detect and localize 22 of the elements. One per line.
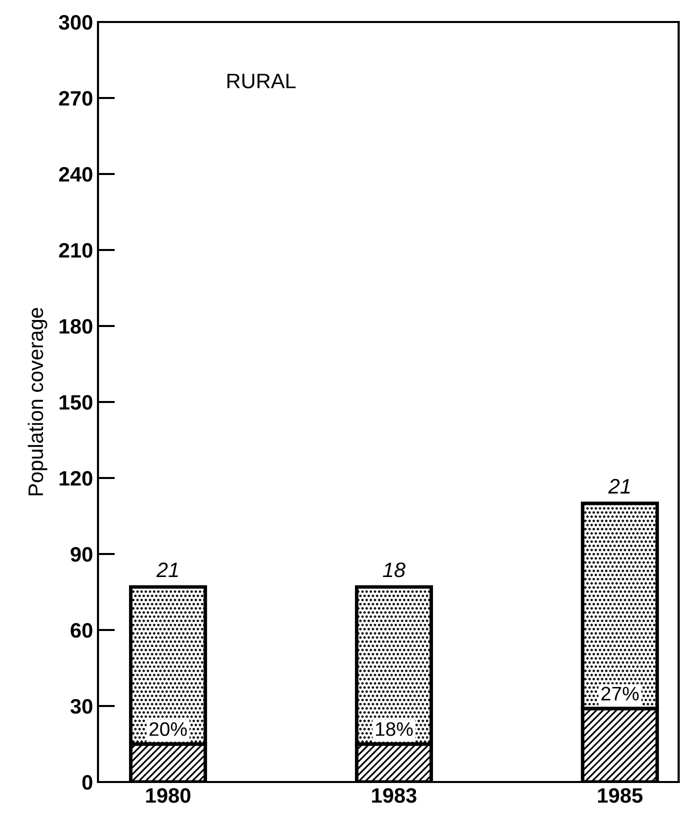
annotation: 18 bbox=[382, 562, 406, 578]
x-tick-label: 1980 bbox=[146, 788, 190, 803]
y-tick-label: 0 bbox=[82, 775, 92, 790]
y-tick-label: 240 bbox=[59, 167, 92, 182]
x-tick-label: 1983 bbox=[372, 788, 416, 803]
y-tick-label: 120 bbox=[60, 471, 92, 486]
y-tick-label: 150 bbox=[60, 395, 92, 410]
text: RURAL bbox=[227, 74, 296, 88]
annotation: 27% bbox=[601, 686, 639, 700]
annotation: 21 bbox=[608, 478, 630, 494]
y-tick-label: 30 bbox=[70, 699, 92, 714]
annotation: 21 bbox=[156, 562, 178, 578]
x-tick-label: 1985 bbox=[598, 788, 642, 803]
y-tick-label: 300 bbox=[58, 15, 92, 30]
annotation: 20% bbox=[150, 722, 187, 736]
y-tick-label: 210 bbox=[59, 243, 92, 258]
y-tick-label: 270 bbox=[59, 91, 92, 106]
y-tick-label: 90 bbox=[70, 547, 92, 562]
y-tick-label: 60 bbox=[70, 623, 92, 638]
annotation: 18% bbox=[376, 722, 413, 736]
y-tick-label: 180 bbox=[60, 319, 92, 334]
y-axis-title: Population coverage bbox=[28, 308, 48, 496]
